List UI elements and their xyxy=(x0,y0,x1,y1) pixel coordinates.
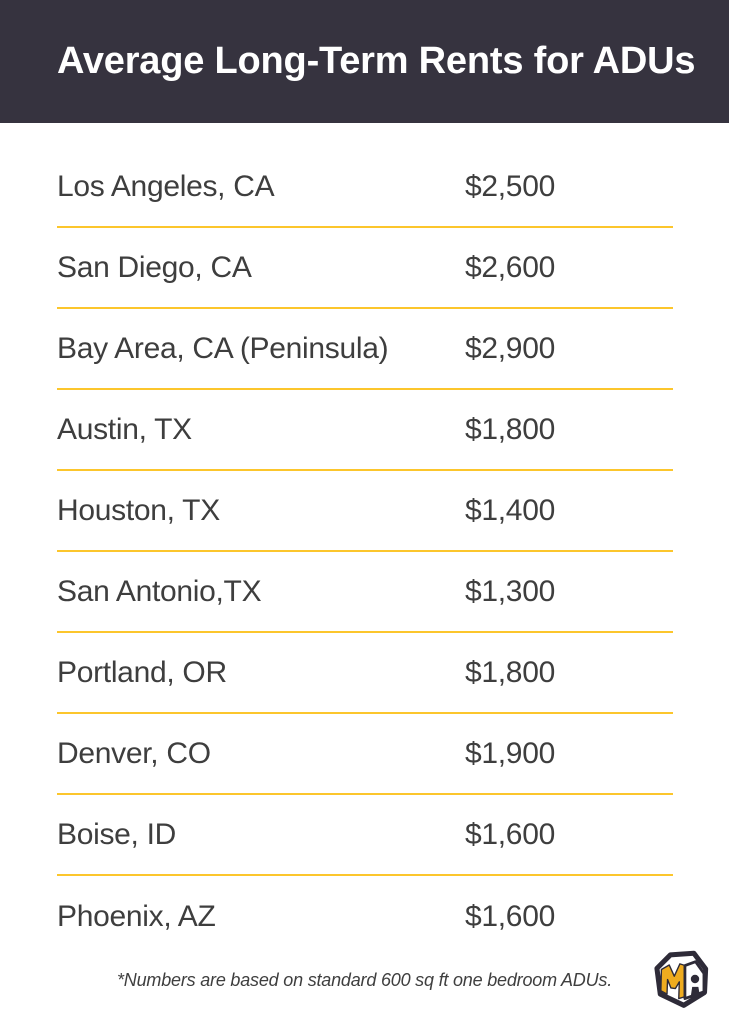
table-row: Boise, ID $1,600 xyxy=(57,795,673,876)
page-title: Average Long-Term Rents for ADUs xyxy=(57,40,696,82)
table-row: Houston, TX $1,400 xyxy=(57,471,673,552)
city-label: Boise, ID xyxy=(57,817,177,851)
table-row: Phoenix, AZ $1,600 xyxy=(57,876,673,957)
city-label: Austin, TX xyxy=(57,412,192,446)
city-label: Houston, TX xyxy=(57,493,220,527)
city-label: Phoenix, AZ xyxy=(57,899,216,933)
table-row: Portland, OR $1,800 xyxy=(57,633,673,714)
table-row: San Antonio,TX $1,300 xyxy=(57,552,673,633)
city-label: Los Angeles, CA xyxy=(57,169,275,203)
maxable-logo-icon xyxy=(654,950,709,1008)
city-label: San Diego, CA xyxy=(57,250,252,284)
rent-value: $2,500 xyxy=(465,169,555,203)
city-label: Bay Area, CA (Peninsula) xyxy=(57,331,389,365)
rent-value: $1,800 xyxy=(465,412,555,446)
rent-value: $1,600 xyxy=(465,817,555,851)
rent-value: $1,400 xyxy=(465,493,555,527)
rent-value: $1,300 xyxy=(465,574,555,608)
table-row: Austin, TX $1,800 xyxy=(57,390,673,471)
table-row: Denver, CO $1,900 xyxy=(57,714,673,795)
footnote: *Numbers are based on standard 600 sq ft… xyxy=(116,970,613,990)
table-row: Bay Area, CA (Peninsula) $2,900 xyxy=(57,309,673,390)
rent-value: $2,600 xyxy=(465,250,555,284)
logo-a-leg-gap xyxy=(690,986,701,999)
rent-value: $1,900 xyxy=(465,736,555,770)
rent-value: $2,900 xyxy=(465,331,555,365)
rent-table: Los Angeles, CA $2,500 San Diego, CA $2,… xyxy=(57,147,673,957)
rent-value: $1,600 xyxy=(465,899,555,933)
header-bar: Average Long-Term Rents for ADUs xyxy=(0,0,729,123)
table-row: San Diego, CA $2,600 xyxy=(57,228,673,309)
city-label: Denver, CO xyxy=(57,736,211,770)
city-label: San Antonio,TX xyxy=(57,574,262,608)
city-label: Portland, OR xyxy=(57,655,227,689)
logo-letter-m xyxy=(660,963,688,1000)
logo-a-counter-dot xyxy=(690,974,700,984)
rent-value: $1,800 xyxy=(465,655,555,689)
table-row: Los Angeles, CA $2,500 xyxy=(57,147,673,228)
